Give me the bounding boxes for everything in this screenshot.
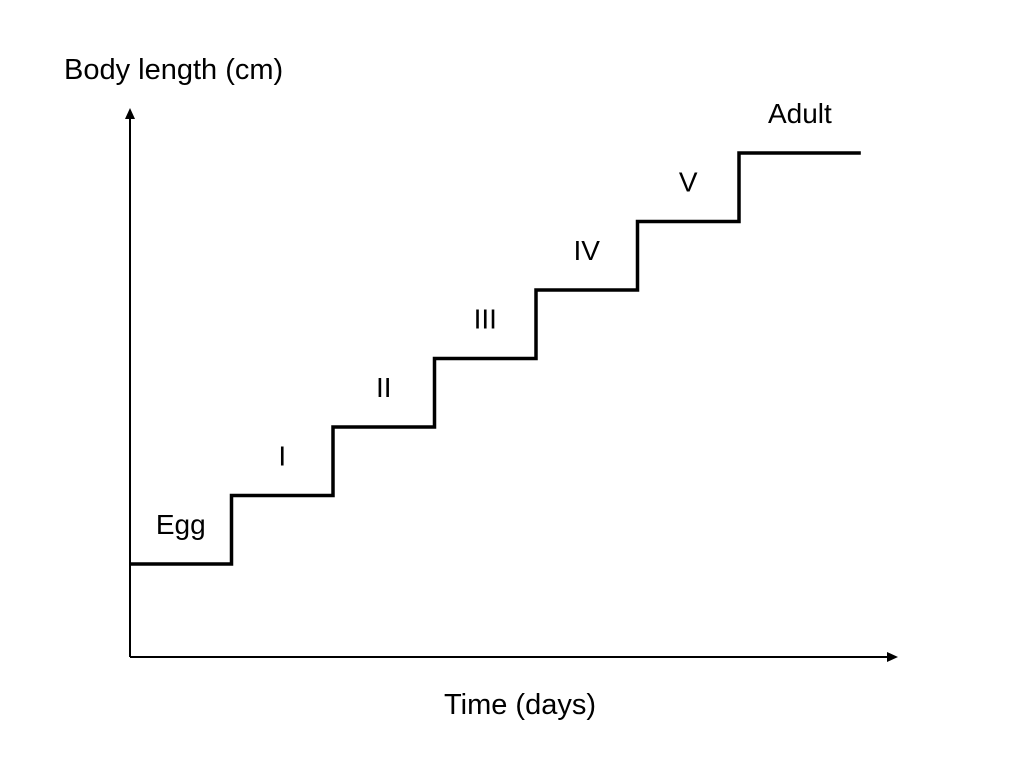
series-layer [130, 151, 861, 566]
x-axis-arrow-icon [887, 652, 898, 662]
stage-label: Adult [768, 98, 832, 129]
stage-label: Egg [156, 509, 206, 540]
stage-label: I [278, 441, 286, 472]
stage-label: III [474, 304, 497, 335]
x-axis-title: Time (days) [444, 689, 596, 721]
stage-label: IV [574, 235, 601, 266]
axes [125, 108, 898, 662]
stage-label: V [679, 167, 698, 198]
y-axis-title: Body length (cm) [64, 54, 283, 86]
growth-step-line [130, 151, 861, 566]
stage-label: II [376, 372, 392, 403]
y-axis-arrow-icon [125, 108, 135, 119]
